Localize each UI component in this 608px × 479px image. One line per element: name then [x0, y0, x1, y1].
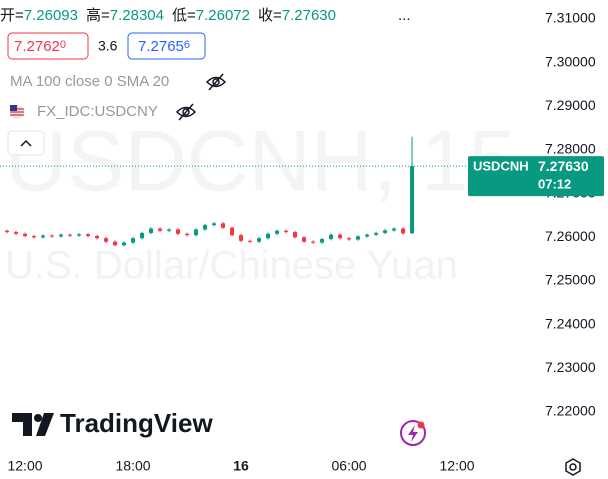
candle-body	[194, 229, 199, 236]
candle-body	[203, 225, 208, 230]
candle-body	[338, 234, 343, 239]
ohlc-value: 7.28304	[110, 7, 164, 24]
candle-body	[113, 241, 118, 246]
hide-icon[interactable]	[175, 103, 197, 121]
candle-body	[23, 233, 28, 237]
ohlc-value: 7.26072	[196, 7, 250, 24]
candle-body	[77, 234, 82, 236]
candle-body	[293, 232, 298, 238]
candle-body	[329, 234, 334, 240]
y-tick-label: 7.26000	[545, 228, 596, 244]
candle-body	[14, 232, 19, 234]
bid-fraction: 0	[60, 39, 66, 51]
ohlc-value: 7.26093	[24, 7, 78, 24]
candle-body	[284, 230, 289, 233]
candle-body	[239, 235, 244, 241]
candle-body	[32, 236, 37, 238]
ohlc-label: 收=	[258, 7, 282, 24]
candle-body	[383, 230, 388, 233]
candle-body	[356, 236, 361, 240]
badge-symbol: USDCNH	[473, 159, 529, 174]
candle-body	[212, 223, 217, 226]
candle-body	[266, 233, 271, 239]
candle-body	[230, 227, 235, 236]
collapse-button[interactable]	[7, 130, 45, 156]
candle-body	[41, 235, 46, 238]
candle-body	[140, 232, 145, 239]
candle-body	[410, 166, 415, 234]
candle-body	[257, 238, 262, 242]
y-tick-label: 7.24000	[545, 315, 596, 331]
candle-body	[86, 234, 91, 237]
candle-body	[176, 229, 181, 234]
logo: TradingView	[60, 408, 213, 438]
ask-price: 7.2765	[138, 38, 184, 55]
candle-body	[131, 238, 136, 243]
x-tick-label: 06:00	[332, 458, 367, 474]
ohlc-label: 高=	[86, 7, 110, 24]
y-tick-label: 7.31000	[545, 10, 596, 26]
badge-countdown: 07:12	[538, 177, 571, 192]
y-tick-label: 7.29000	[545, 97, 596, 113]
price-badge	[468, 156, 604, 197]
settings-icon[interactable]	[565, 458, 581, 476]
ask-fraction: 6	[184, 39, 190, 51]
ohlc-legend: 开=7.26093 高=7.28304 低=7.26072 收=7.27630	[0, 7, 336, 24]
watermark-name: U.S. Dollar/Chinese Yuan	[5, 244, 458, 288]
bid: 7.27620	[14, 38, 66, 55]
candle-body	[68, 234, 73, 236]
badge-price: 7.27630	[538, 158, 589, 174]
candle-body	[374, 232, 379, 235]
candle-body	[392, 228, 397, 231]
ask-box[interactable]	[127, 32, 206, 60]
y-tick-label: 7.22000	[545, 403, 596, 419]
lightning-button[interactable]	[400, 420, 426, 446]
spread: 3.6	[98, 38, 118, 54]
ohlc-value: 7.27630	[282, 7, 336, 24]
y-tick-label: 7.25000	[545, 272, 596, 288]
candle-body	[248, 240, 253, 242]
candle-body	[167, 229, 172, 231]
compare-symbol[interactable]: FX_IDC:USDCNY	[37, 103, 158, 120]
candle-body	[149, 228, 154, 233]
flag-icon	[10, 105, 24, 119]
y-tick-label: 7.28000	[545, 141, 596, 157]
candle-body	[401, 228, 406, 234]
x-tick-label: 16	[233, 458, 249, 474]
x-tick-label: 12:00	[440, 458, 475, 474]
logo-icon	[12, 413, 54, 436]
bid-box[interactable]	[7, 32, 89, 60]
candle-body	[104, 238, 109, 242]
candle-body	[185, 233, 190, 236]
more[interactable]: ...	[398, 7, 411, 24]
hide-icon[interactable]	[205, 73, 227, 91]
bid-price: 7.2762	[14, 38, 60, 55]
ohlc-label: 开=	[0, 7, 24, 24]
candle-body	[50, 235, 55, 237]
candle-body	[320, 239, 325, 243]
plot	[0, 136, 535, 247]
y-tick-label: 7.23000	[545, 359, 596, 375]
candle-body	[221, 223, 226, 228]
candle-body	[311, 241, 316, 243]
candle-body	[275, 230, 280, 234]
x-tick-label: 12:00	[7, 458, 42, 474]
candle-body	[365, 234, 370, 237]
candle-body	[347, 238, 352, 240]
candle-body	[59, 234, 64, 237]
candle-body	[95, 236, 100, 239]
candle-body	[122, 242, 127, 246]
candle-body	[158, 228, 163, 231]
y-tick-label: 7.30000	[545, 53, 596, 69]
indicator[interactable]: MA 100 close 0 SMA 20	[10, 73, 169, 90]
chevron	[20, 139, 32, 147]
ohlc-label: 低=	[172, 7, 196, 24]
x-tick-label: 18:00	[116, 458, 151, 474]
ask: 7.27656	[138, 38, 190, 55]
candle-body	[5, 230, 10, 233]
watermark-symbol: USDCNH, 15	[5, 114, 516, 210]
candle-body	[302, 237, 307, 242]
